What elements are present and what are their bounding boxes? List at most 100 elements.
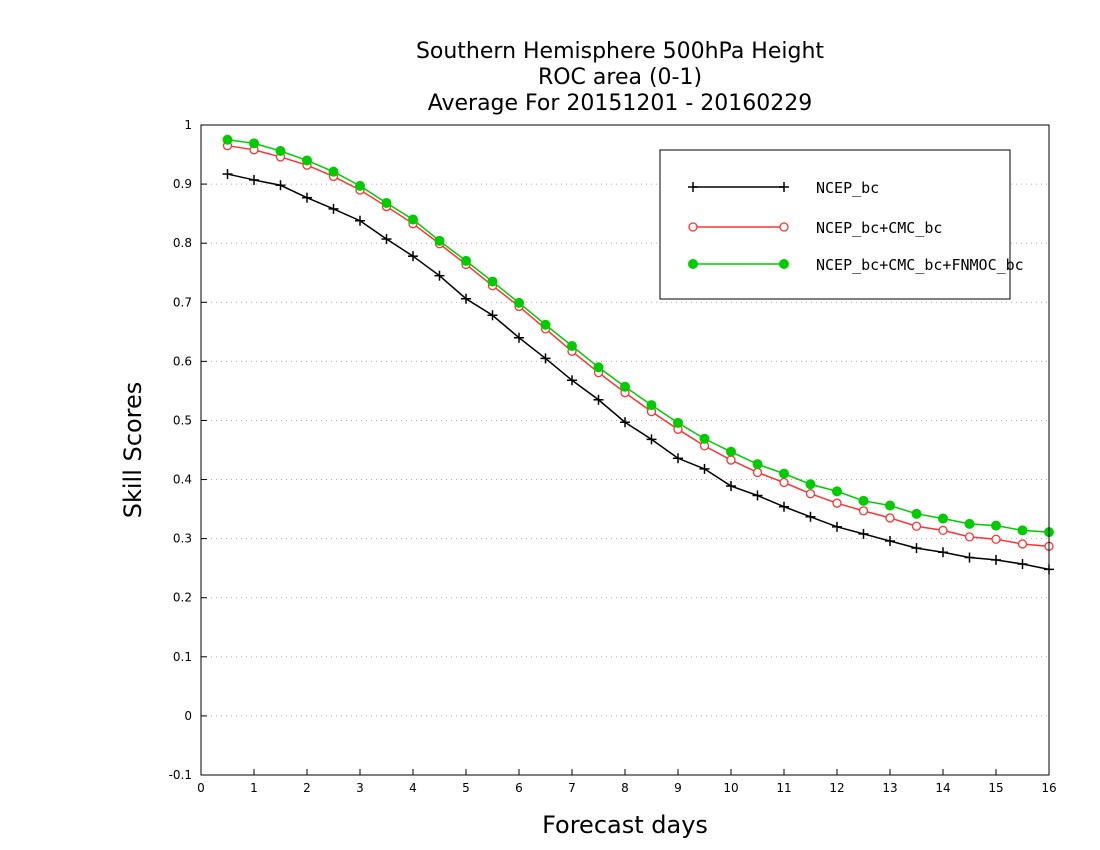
data-point: [328, 166, 339, 177]
data-point: [752, 459, 763, 470]
data-point: [991, 554, 1001, 565]
series-3: [222, 134, 1054, 538]
data-point: [673, 417, 683, 428]
x-axis-label: Forecast days: [542, 811, 708, 839]
legend-label: NCEP_bc+CMC_bc: [816, 219, 942, 237]
data-point: [885, 513, 895, 523]
x-tick-label: 1: [250, 781, 258, 795]
x-tick-label: 10: [723, 781, 738, 795]
data-point: [461, 255, 471, 266]
legend-box: [659, 149, 1011, 300]
legend-marker: [779, 182, 789, 192]
title-line-1: Southern Hemisphere 500hPa Height: [416, 39, 824, 64]
data-point: [726, 446, 736, 457]
data-point: [938, 547, 948, 558]
y-tick-label: 0.4: [173, 473, 192, 487]
legend-marker: [779, 259, 789, 269]
y-tick-label: 0: [184, 709, 192, 723]
data-point: [805, 489, 816, 499]
legend-marker: [688, 182, 698, 192]
legend: NCEP_bc NCEP_bc+CMC_bc NCEP_bc+CMC_bc+FNMO…: [659, 149, 1024, 300]
data-point: [408, 214, 418, 225]
data-point: [911, 508, 922, 519]
data-point: [593, 362, 604, 373]
data-point: [911, 543, 922, 554]
x-tick-label: 8: [621, 781, 629, 795]
data-point: [461, 293, 471, 304]
y-tick-label: 1: [184, 118, 192, 132]
y-axis-label: Skill Scores: [119, 382, 147, 519]
x-tick-label: 13: [882, 781, 897, 795]
data-point: [328, 203, 339, 214]
data-point: [805, 479, 816, 490]
data-point: [646, 400, 657, 411]
data-point: [964, 518, 975, 529]
data-point: [540, 353, 551, 364]
legend-marker: [779, 222, 789, 232]
y-tick-label: 0.7: [173, 295, 192, 309]
data-point: [222, 169, 233, 180]
x-tick-label: 4: [409, 781, 417, 795]
data-point: [408, 251, 418, 262]
chart-title: Southern Hemisphere 500hPa Height ROC ar…: [416, 39, 824, 116]
legend-marker: [688, 259, 698, 269]
data-point: [434, 235, 445, 246]
data-point: [620, 381, 630, 392]
data-point: [222, 134, 233, 145]
data-point: [832, 521, 842, 532]
data-point: [275, 180, 286, 191]
data-point: [302, 155, 312, 166]
x-tick-label: 0: [197, 781, 205, 795]
data-point: [1017, 525, 1028, 536]
data-point: [699, 433, 710, 444]
data-point: [779, 501, 789, 512]
data-point: [832, 486, 842, 497]
data-point: [487, 276, 498, 287]
data-point: [752, 490, 763, 501]
data-point: [991, 534, 1001, 544]
x-tick-label: 3: [356, 781, 364, 795]
data-point: [779, 468, 789, 479]
y-tick-label: 0.6: [173, 354, 192, 368]
data-point: [567, 375, 577, 386]
data-point: [302, 192, 312, 203]
legend-items: NCEP_bc NCEP_bc+CMC_bc NCEP_bc+CMC_bc+FNMO…: [688, 179, 1024, 274]
data-point: [434, 270, 445, 281]
legend-label: NCEP_bc+CMC_bc+FNMOC_bc: [816, 256, 1024, 274]
data-point: [514, 332, 524, 343]
y-tick-label: 0.9: [173, 177, 192, 191]
y-tick-label: 0.2: [173, 591, 192, 605]
title-line-3: Average For 20151201 - 20160229: [428, 91, 813, 116]
title-line-2: ROC area (0-1): [538, 65, 702, 90]
data-point: [964, 552, 975, 563]
data-point: [593, 394, 604, 405]
data-point: [620, 417, 630, 428]
x-tick-label: 9: [674, 781, 682, 795]
y-tick-label: 0.3: [173, 532, 192, 546]
data-point: [249, 138, 259, 149]
x-tick-label: 16: [1041, 781, 1056, 795]
data-point: [858, 528, 869, 539]
data-point: [1017, 539, 1028, 549]
data-point: [355, 215, 365, 226]
x-tick-label: 14: [935, 781, 950, 795]
x-tick-label: 6: [515, 781, 523, 795]
data-point: [249, 174, 259, 185]
data-point: [832, 498, 842, 508]
y-tick-label: 0.8: [173, 236, 192, 250]
data-point: [911, 521, 922, 531]
legend-label: NCEP_bc: [816, 179, 879, 197]
y-tick-label: 0.5: [173, 413, 192, 427]
legend-marker: [688, 222, 698, 232]
data-point: [858, 506, 869, 516]
data-point: [885, 500, 895, 511]
x-tick-label: 12: [829, 781, 844, 795]
data-point: [381, 234, 392, 245]
data-point: [938, 525, 948, 536]
series-layer: [222, 134, 1054, 575]
data-point: [964, 532, 975, 542]
x-tick-label: 5: [462, 781, 470, 795]
data-point: [779, 477, 789, 488]
data-point: [752, 467, 763, 478]
